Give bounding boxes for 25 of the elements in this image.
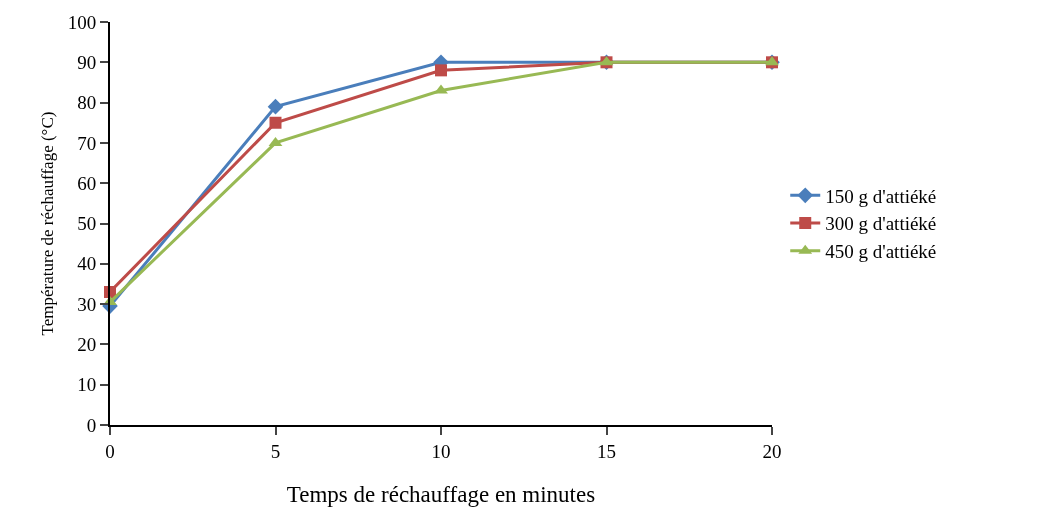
y-tick-label: 10 [77,374,97,396]
y-axis-title: Température de réchauffage (°C) [37,111,57,336]
y-tick-label: 30 [77,293,97,315]
y-tick-label: 20 [77,334,97,356]
y-tick-label: 0 [86,414,97,436]
y-tick-label: 40 [77,253,97,275]
legend-label: 450 g d'attiéké [825,241,937,263]
point [269,116,282,129]
legend-label: 150 g d'attiéké [825,185,937,207]
x-tick-label: 15 [597,440,616,462]
x-tick-label: 0 [105,440,115,462]
y-tick-label: 50 [77,213,97,235]
x-tick-label: 10 [431,440,451,462]
x-axis-title: Temps de réchauffage en minutes [286,481,596,507]
x-tick-label: 5 [270,440,281,462]
y-tick-label: 100 [67,11,97,33]
point [435,64,447,77]
legend-label: 300 g d'attiéké [825,213,937,235]
y-tick-label: 90 [77,51,97,73]
x-tick-label: 20 [762,440,782,462]
point [267,98,284,115]
point [434,84,448,94]
y-tick-label: 80 [77,92,97,114]
y-tick-label: 70 [77,132,97,154]
y-tick-label: 60 [77,172,97,194]
